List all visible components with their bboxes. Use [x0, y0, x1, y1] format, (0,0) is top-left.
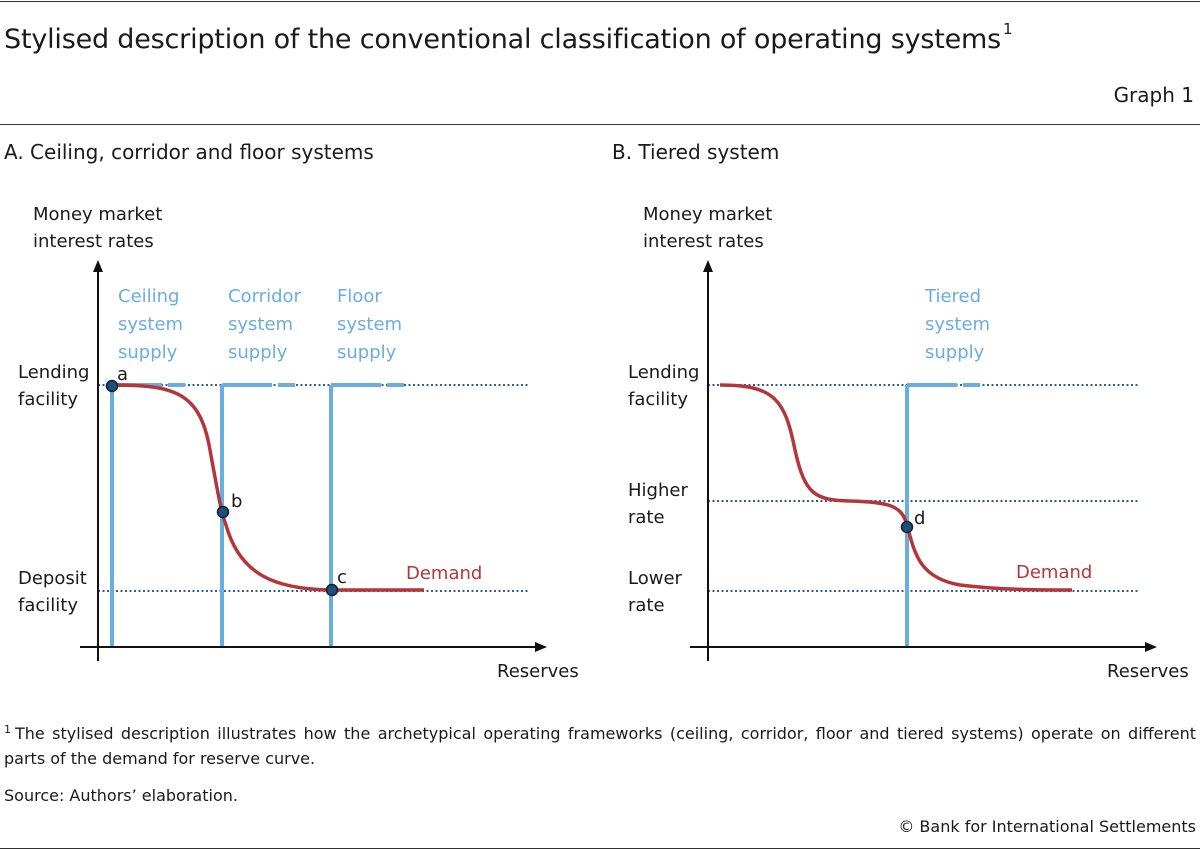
- panel-a-supply-label-1-line-3: supply: [118, 342, 178, 363]
- panel-a-deposit-facility-label-line-2: facility: [18, 595, 78, 616]
- footnote: 1 The stylised description illustrates ho…: [4, 723, 1196, 768]
- panel-b-y-axis-arrowhead: [703, 260, 713, 272]
- panel-a-supply-label-2-line-1: Corridor: [228, 286, 302, 307]
- panel-b-higher-rate-label-line-2: rate: [628, 507, 665, 528]
- panel-a-point-b: [216, 505, 230, 519]
- panel-b-lower-rate-label-line-2: rate: [628, 595, 665, 616]
- source-note: Source: Authors’ elaboration.: [4, 786, 238, 805]
- panel-a-supply-label-1-line-1: Ceiling: [118, 286, 179, 307]
- panel-b-y-axis-label-line-1: Money market: [643, 204, 772, 225]
- panel-b-y-axis-label-line-2: interest rates: [643, 231, 764, 252]
- panel-b-chart: Money market interest rates Reserves Lendin…: [628, 204, 1189, 682]
- panel-a-deposit-facility-label-line-1: Deposit: [18, 568, 87, 589]
- copyright: © Bank for International Settlements: [898, 817, 1196, 836]
- panel-a-supply-label-2-line-2: system: [228, 314, 293, 335]
- panel-a-y-axis-label-line-1: Money market: [33, 204, 162, 225]
- panel-a-supply-label-3-line-2: system: [337, 314, 402, 335]
- panel-a-y-axis-label-line-2: interest rates: [33, 231, 154, 252]
- panel-a-lending-facility-label-line-1: Lending: [18, 362, 89, 383]
- panel-b-higher-rate-label-line-1: Higher: [628, 480, 688, 501]
- panel-b-supply-label-1-line-1: Tiered: [924, 286, 981, 307]
- panel-b-point-label-d: d: [914, 508, 925, 529]
- panel-a-demand-curve: [111, 383, 424, 592]
- panel-a-supply-label-3-line-1: Floor: [337, 286, 382, 307]
- panel-a-supply-label-3-line-3: supply: [337, 342, 397, 363]
- panel-a-point-a: [105, 379, 119, 393]
- panel-b-title: B. Tiered system: [612, 140, 780, 164]
- panel-a-supply-label-1-line-2: system: [118, 314, 183, 335]
- panel-a-x-axis-arrowhead: [535, 642, 547, 652]
- header-rule: [0, 124, 1200, 125]
- panel-b-supply-label-1-line-3: supply: [925, 342, 985, 363]
- panel-a-point-label-a: a: [117, 364, 128, 385]
- panel-b-x-axis-arrowhead: [1145, 642, 1157, 652]
- bottom-rule: [0, 848, 1200, 849]
- panel-a-lending-facility-label-line-2: facility: [18, 389, 78, 410]
- graph-label: Graph 1: [1113, 83, 1194, 107]
- panel-a-x-axis-label: Reserves: [497, 661, 579, 682]
- panel-a-point-label-b: b: [231, 491, 242, 512]
- top-rule: [0, 1, 1200, 2]
- panel-b-point-d: [900, 520, 914, 534]
- panel-a-chart: Money market interest rates Reserves Lendin…: [18, 204, 579, 682]
- panel-b-lending-facility-label-line-1: Lending: [628, 362, 699, 383]
- panel-a-demand-label: Demand: [406, 563, 482, 584]
- panel-b-lower-rate-label-line-1: Lower: [628, 568, 683, 589]
- panel-a-title: A. Ceiling, corridor and floor systems: [4, 140, 374, 164]
- panel-a-supply-label-2-line-3: supply: [228, 342, 288, 363]
- panel-b-demand-label: Demand: [1016, 562, 1092, 583]
- panel-a-point-c: [325, 583, 339, 597]
- panel-b-demand-curve: [719, 383, 1073, 592]
- panel-a-y-axis-arrowhead: [93, 260, 103, 272]
- panel-a-point-label-c: c: [337, 567, 347, 588]
- panel-b-x-axis-label: Reserves: [1107, 661, 1189, 682]
- page-title: Stylised description of the conventional…: [4, 20, 1013, 55]
- panel-b-supply-label-1-line-2: system: [925, 314, 990, 335]
- panel-b-lending-facility-label-line-2: facility: [628, 389, 688, 410]
